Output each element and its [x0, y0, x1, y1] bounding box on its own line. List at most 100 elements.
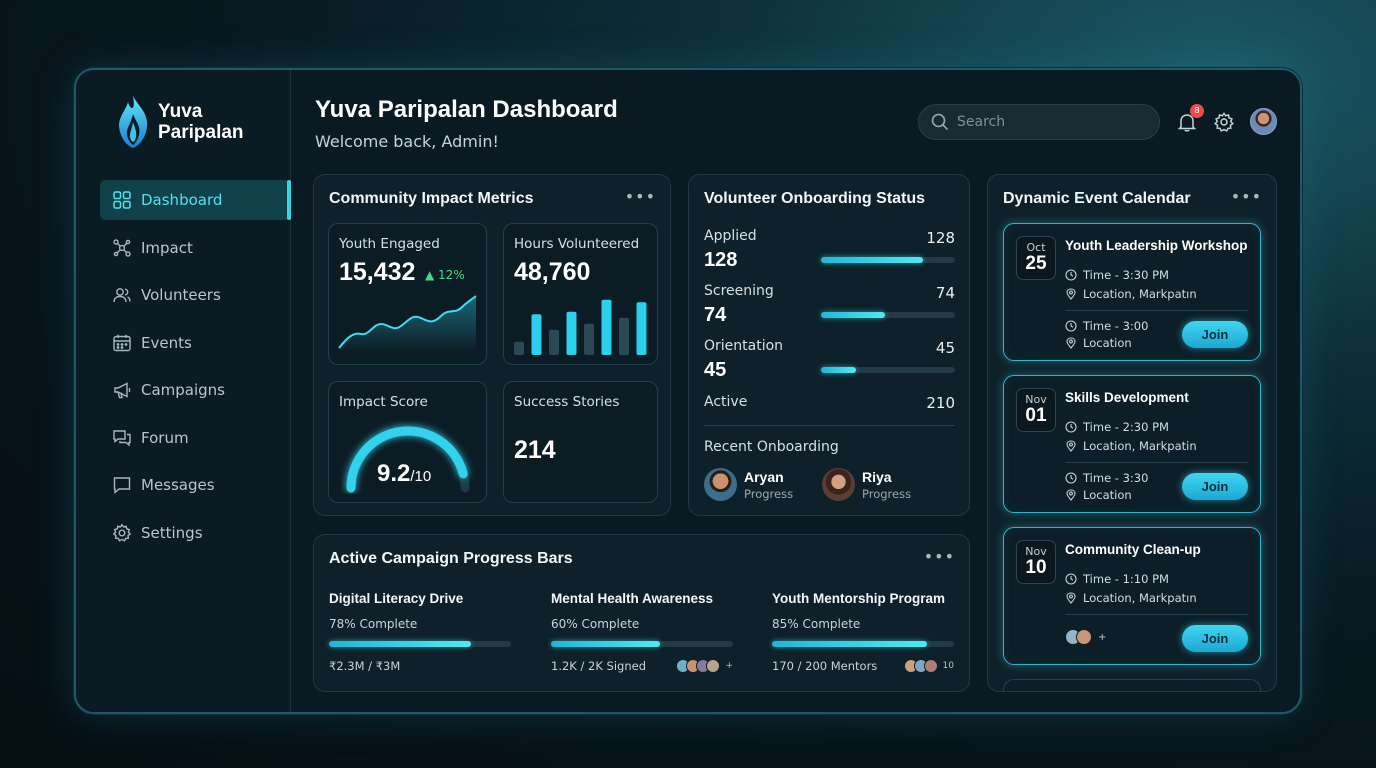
- event-time-secondary: Time - 3:00: [1065, 319, 1148, 333]
- sidebar-item-dashboard[interactable]: Dashboard: [100, 180, 291, 220]
- brand-name: Yuva Paripalan: [158, 101, 244, 143]
- event-card-youth-leadership[interactable]: Oct 25 Youth Leadership Workshop Time - …: [1003, 223, 1261, 361]
- campaign-youth-mentorship[interactable]: Youth Mentorship Program 85% Complete 17…: [772, 591, 954, 673]
- event-time: Time - 1:10 PM: [1065, 572, 1169, 586]
- progress-fill: [772, 641, 927, 647]
- recent-volunteer-aryan[interactable]: Aryan Progress: [704, 468, 793, 501]
- more-options-icon[interactable]: •••: [923, 547, 955, 566]
- event-location-text: Location, Markpatın: [1083, 591, 1197, 605]
- gear-icon: [112, 523, 132, 542]
- sidebar-item-settings[interactable]: Settings: [100, 513, 291, 553]
- user-avatar[interactable]: [1250, 108, 1277, 135]
- search-input[interactable]: [957, 114, 1147, 130]
- event-location-secondary: Location: [1065, 488, 1132, 502]
- event-date: Nov 01: [1016, 388, 1056, 432]
- event-month: Oct: [1026, 241, 1046, 254]
- brand-logo[interactable]: Yuva Paripalan: [114, 94, 244, 150]
- stage-count-applied: 128: [704, 249, 738, 271]
- stage-label-orientation: Orientation: [704, 338, 784, 354]
- stage-total-orientation: 45: [935, 339, 955, 357]
- onboarding-status-card: Volunteer Onboarding Status Applied 128 …: [688, 174, 970, 516]
- avatar: [822, 468, 855, 501]
- hours-bar: [531, 314, 542, 355]
- map-pin-icon: [1066, 440, 1076, 452]
- sidebar-item-label: Campaigns: [141, 381, 226, 399]
- recent-volunteer-riya[interactable]: Riya Progress: [822, 468, 911, 501]
- more-options-icon[interactable]: •••: [624, 187, 656, 206]
- campaign-mental-health[interactable]: Mental Health Awareness 60% Complete 1.2…: [551, 591, 733, 673]
- hours-bar: [601, 299, 612, 355]
- join-button[interactable]: Join: [1182, 473, 1248, 500]
- users-icon: [113, 288, 131, 303]
- sidebar-item-forum[interactable]: Forum: [100, 418, 291, 458]
- progress-bar-screening: [821, 312, 955, 318]
- divider: [1065, 614, 1248, 615]
- join-button[interactable]: Join: [1182, 321, 1248, 348]
- clock-icon: [1065, 472, 1077, 484]
- sidebar-item-events[interactable]: Events: [100, 323, 291, 363]
- campaign-progress-bar: [772, 641, 954, 647]
- campaign-progress-bar: [551, 641, 733, 647]
- campaign-digital-literacy[interactable]: Digital Literacy Drive 78% Complete ₹2.3…: [329, 591, 511, 673]
- sidebar-item-volunteers[interactable]: Volunteers: [100, 275, 291, 315]
- sidebar-item-messages[interactable]: Messages: [100, 465, 291, 505]
- tile-label: Impact Score: [339, 394, 428, 410]
- sidebar-item-campaigns[interactable]: Campaigns: [100, 370, 291, 410]
- progress-fill: [821, 367, 856, 373]
- sidebar-item-impact[interactable]: Impact: [100, 228, 291, 268]
- clock-icon: [1065, 421, 1077, 433]
- stage-label-applied: Applied: [704, 228, 757, 244]
- settings-gear-icon[interactable]: [1213, 111, 1235, 133]
- campaign-name: Youth Mentorship Program: [772, 591, 946, 606]
- event-time-text: Time - 3:30 PM: [1083, 268, 1169, 282]
- progress-fill: [329, 641, 471, 647]
- join-button[interactable]: Join: [1182, 625, 1248, 652]
- sidebar-item-label: Events: [141, 333, 192, 352]
- stage-total-screening: 74: [935, 284, 955, 302]
- hours-volunteered-tile: Hours Volunteered 48,760: [503, 223, 658, 365]
- search-bar[interactable]: [918, 104, 1160, 140]
- event-card-skills-development[interactable]: Nov 01 Skills Development Time - 2:30 PM…: [1003, 375, 1261, 513]
- volunteer-status: Progress: [744, 486, 794, 501]
- impact-metrics-card: Community Impact Metrics ••• Youth Engag…: [313, 174, 671, 516]
- campaign-stat: 170 / 200 Mentors: [772, 659, 878, 673]
- flame-logo-icon: [119, 96, 148, 148]
- campaign-percent: 85% Complete: [772, 617, 861, 631]
- impact-score-value: 9.2/10: [377, 460, 431, 488]
- card-title: Volunteer Onboarding Status: [704, 190, 926, 207]
- page-title: Yuva Paripalan Dashboard: [315, 96, 618, 123]
- stage-count-orientation: 45: [704, 359, 727, 381]
- hours-bar: [514, 341, 524, 355]
- map-pin-icon: [1066, 489, 1076, 501]
- event-title: Youth Leadership Workshop: [1065, 238, 1248, 253]
- event-location-text: Location, Markpatin: [1083, 439, 1197, 453]
- event-card-next[interactable]: [1003, 679, 1261, 691]
- progress-bar-orientation: [821, 367, 955, 373]
- sidebar-item-label: Impact: [141, 238, 193, 257]
- impact-score-tile: Impact Score 9.2/10: [328, 381, 487, 503]
- event-time-text: Time - 3:00: [1083, 319, 1149, 333]
- hours-bar-chart: [514, 299, 647, 355]
- tile-label: Success Stories: [514, 394, 620, 410]
- event-time-text: Time - 3:30: [1083, 471, 1149, 485]
- sidebar-item-label: Settings: [141, 523, 203, 542]
- event-card-community-cleanup[interactable]: Nov 10 Community Clean-up Time - 1:10 PM…: [1003, 527, 1261, 665]
- event-date: Nov 10: [1016, 540, 1056, 584]
- event-month: Nov: [1025, 545, 1047, 558]
- sidebar: Yuva Paripalan Dashboard Impact: [76, 70, 291, 712]
- hours-bar: [549, 329, 559, 355]
- app-window: Yuva Paripalan Dashboard Impact: [74, 68, 1302, 714]
- hours-bar: [584, 323, 594, 355]
- event-day: 01: [1025, 405, 1047, 426]
- stage-label-active: Active: [704, 394, 748, 410]
- campaign-percent: 60% Complete: [551, 617, 640, 631]
- mini-avatar: [706, 659, 721, 673]
- bell-icon[interactable]: [1176, 111, 1198, 133]
- tile-value: 15,432: [339, 258, 416, 286]
- event-time-text: Time - 1:10 PM: [1083, 572, 1169, 586]
- campaign-name: Mental Health Awareness: [551, 591, 714, 606]
- trend-indicator: ▲ 12%: [425, 268, 465, 282]
- more-options-icon[interactable]: •••: [1230, 187, 1262, 206]
- event-location: Location, Markpatın: [1065, 591, 1197, 605]
- stage-total-active: 210: [926, 394, 955, 412]
